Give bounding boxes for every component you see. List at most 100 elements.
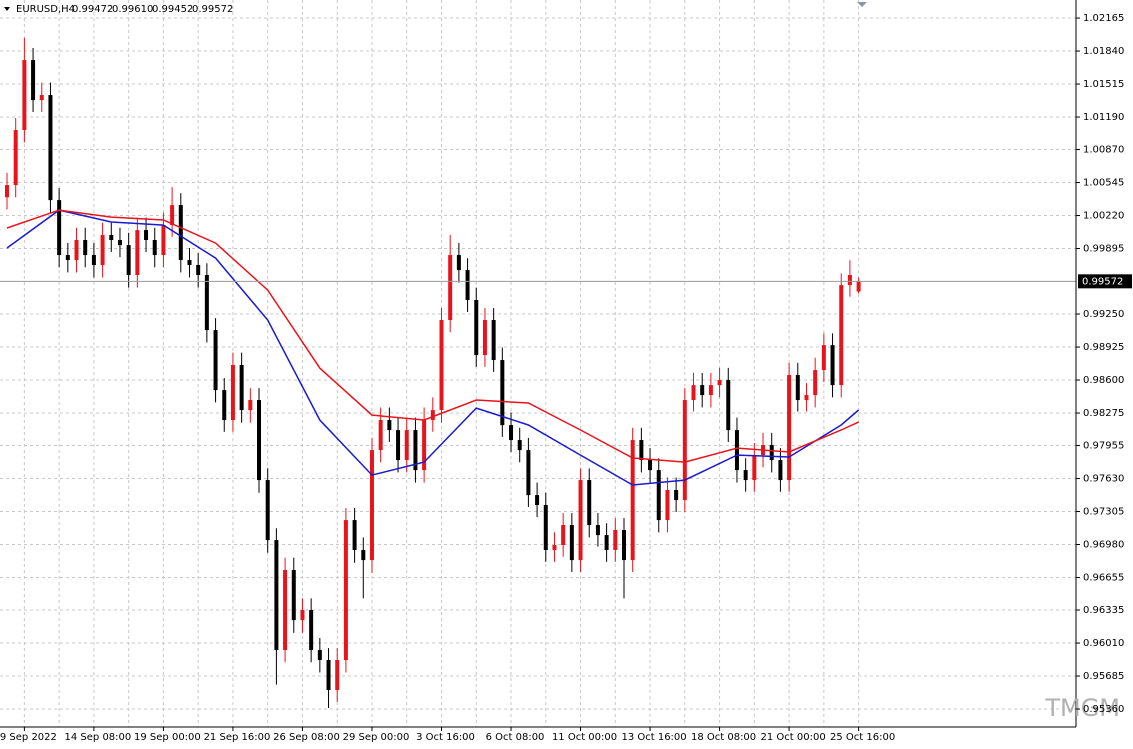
candle-body [291,570,296,621]
candle-body [830,345,835,386]
y-tick-label: 0.96980 [1083,540,1124,551]
candle-body [682,400,687,501]
high-label: 0.99610 [112,4,153,15]
y-tick-label: 1.02165 [1083,13,1124,24]
candle-body [439,320,444,411]
candle-body [552,545,557,551]
candle-body [804,395,809,401]
candle-body [48,95,53,201]
price-label-box [1078,274,1132,289]
low-label: 0.99452 [152,4,193,15]
candle-body [813,370,818,396]
candle-body [752,455,757,481]
x-tick-label: 29 Sep 00:00 [343,732,410,743]
candle-body [795,375,800,401]
candle-body [152,240,157,256]
close-label: 0.99572 [192,4,233,15]
y-tick-label: 0.97305 [1083,507,1124,518]
candle-body [456,255,461,271]
y-tick-label: 1.00220 [1083,211,1124,222]
candle-body [604,535,609,551]
candle-body [5,185,9,198]
y-tick-label: 0.99895 [1083,244,1124,255]
candle-body [726,380,731,431]
x-tick-label: 9 Sep 2022 [0,732,57,743]
x-tick-label: 19 Sep 00:00 [134,732,201,743]
candle-body [587,480,592,526]
candle-body [500,360,505,426]
candle-body [369,450,374,561]
candle-body [378,420,383,451]
candle-body [257,400,262,481]
candle-body [422,420,427,471]
x-tick-label: 13 Oct 16:00 [621,732,686,743]
candle-body [700,385,705,396]
candle-body [83,240,88,256]
candle-body [248,400,253,411]
candle-body [656,470,661,521]
candle-body [613,530,618,551]
candle-body [561,525,566,546]
candle-body [778,460,783,481]
x-tick-label: 21 Oct 00:00 [760,732,825,743]
plot [0,37,1076,709]
candle-body [491,320,496,361]
y-tick-label: 0.95360 [1083,704,1124,715]
candle-body [465,270,470,301]
candle-body [144,230,149,241]
menu-arrow[interactable] [4,7,10,11]
symbol: EURUSD,H4 [16,4,75,15]
candle-body [569,525,574,561]
candle-body [126,245,131,276]
candle-body [74,240,79,261]
candle-body [474,300,479,356]
candle-body [22,60,27,131]
candle-body [839,285,844,386]
candle-body [404,430,409,461]
candle-body [630,440,635,561]
candle-body [413,430,418,471]
candle-body [283,570,288,651]
y-tick-label: 0.98600 [1083,375,1124,386]
y-tick-label: 1.01190 [1083,112,1124,123]
y-tick-label: 0.96335 [1083,605,1124,616]
candle-body [708,385,713,396]
y-tick-label: 0.96010 [1083,638,1124,649]
candle-body [595,525,600,536]
candle-body [196,264,201,276]
candle-body [821,345,826,371]
candle-body [361,550,366,561]
candle-body [578,480,583,561]
candle-body [621,530,626,561]
candle-body [13,130,18,186]
x-tick-label: 26 Sep 08:00 [273,732,340,743]
candle-body [387,420,392,431]
candle-body [509,425,514,441]
candle-body [161,225,166,256]
candle-body [639,440,644,461]
candle-body [213,330,218,391]
shift-marker[interactable] [857,2,867,7]
price-label: 0.99572 [1082,276,1123,287]
y-tick-label: 0.95685 [1083,671,1124,682]
x-tick-label: 21 Sep 16:00 [204,732,271,743]
y-tick-label: 0.98925 [1083,342,1124,353]
candle-body [309,610,314,651]
x-tick-label: 25 Oct 16:00 [830,732,895,743]
candle-body [300,610,305,621]
candle-body [648,460,653,471]
candle-body [326,659,331,691]
y-tick-label: 1.00870 [1083,145,1124,156]
candle-body [109,235,114,241]
candle-body [352,520,357,551]
moving-average [6,209,860,486]
candle-body [543,505,548,551]
watermark: TMGM [1044,694,1120,722]
candle-body [222,390,227,421]
candle-body [526,450,531,496]
candle-body [717,380,722,386]
candle-body [57,200,62,256]
candle-body [91,255,96,265]
